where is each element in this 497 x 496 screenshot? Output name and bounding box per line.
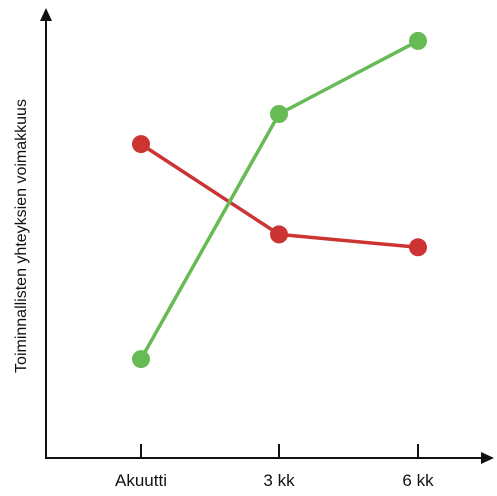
data-point <box>270 105 288 123</box>
x-tick-label: Akuutti <box>115 471 167 490</box>
data-point <box>409 238 427 257</box>
data-point <box>132 135 150 154</box>
data-point <box>132 350 150 369</box>
data-point <box>270 225 288 244</box>
series-layer <box>132 31 427 369</box>
data-point <box>409 31 427 50</box>
series-line <box>139 39 420 361</box>
y-axis-arrow <box>40 8 52 21</box>
x-tick-label: 6 kk <box>402 471 434 490</box>
axes <box>40 8 494 464</box>
y-axis-title: Toiminnallisten yhteyksien voimakkuus <box>13 99 30 373</box>
x-axis-arrow <box>481 452 494 464</box>
x-tick-label: 3 kk <box>263 471 295 490</box>
x-ticks: Akuutti 3 kk 6 kk <box>115 444 434 490</box>
